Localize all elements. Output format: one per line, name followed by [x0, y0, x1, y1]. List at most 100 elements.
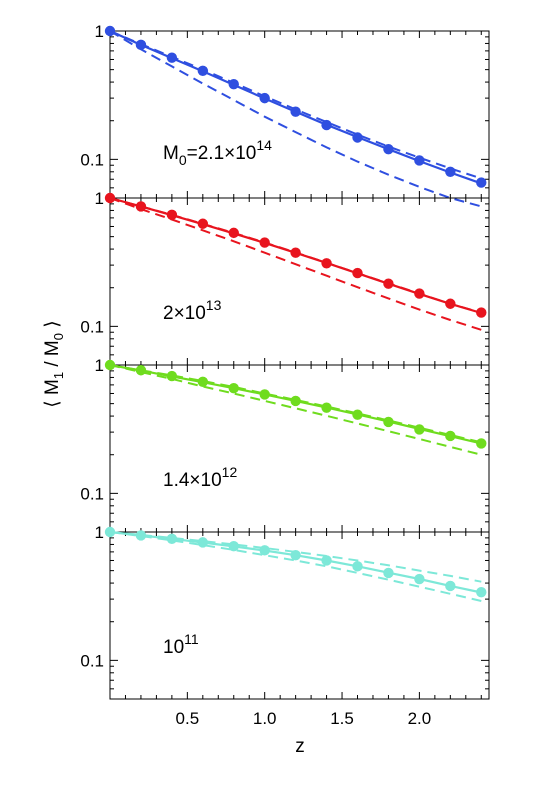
panel-frame	[109, 531, 490, 700]
x-axis-title: z	[295, 736, 305, 757]
chart-panel-1: 1 0.1 M0=2.1×1014	[80, 22, 490, 208]
y-tick-label: 0.1	[80, 317, 104, 336]
panel-label-base: M	[163, 143, 179, 164]
panel-label: 1.4×1012	[163, 464, 237, 491]
panel-label: 2×1013	[163, 297, 222, 324]
data-point	[166, 52, 178, 63]
y-axis-title-mid: / M	[42, 340, 63, 372]
data-point	[166, 370, 178, 382]
y-tick-label: 1	[95, 22, 104, 41]
data-point	[476, 438, 487, 449]
panel-label: 1011	[163, 631, 199, 658]
data-point	[290, 395, 301, 407]
panel-label-sup: 11	[184, 631, 199, 647]
data-point	[383, 416, 394, 428]
data-point	[290, 106, 301, 117]
data-point	[383, 143, 394, 155]
series-dashed-upper	[109, 531, 482, 583]
data-point	[259, 545, 270, 556]
data-point	[476, 307, 487, 318]
data-point	[476, 586, 487, 598]
panel-label-mid: =2.1×10	[187, 143, 257, 164]
chart-panel-2: 1 0.1 2×1013	[80, 189, 490, 366]
data-point	[259, 237, 270, 248]
panel-label-sup: 14	[256, 137, 272, 153]
y-tick-label: 1	[95, 189, 104, 208]
panel-label-sup: 13	[206, 297, 222, 313]
data-point	[352, 409, 363, 420]
data-point	[228, 227, 239, 239]
data-point	[228, 382, 239, 394]
data-point	[135, 201, 147, 212]
y-axis-title: ⟨ M1 / M0 ⟩	[42, 320, 66, 407]
data-point	[352, 267, 363, 279]
data-point	[476, 177, 487, 188]
panel-label-sub: 0	[179, 152, 187, 168]
chart-panels: 1 0.1 M0=2.1×1014 1 0.1 2×1013 1 0.1 1.4×1012 1 0.…	[80, 22, 490, 700]
data-point	[352, 561, 363, 572]
data-point	[197, 218, 209, 229]
data-point	[104, 192, 116, 204]
data-point	[135, 365, 147, 376]
chart-panel-3: 1 0.1 1.4×1012	[80, 356, 490, 533]
y-axis-title-sub2: 0	[51, 333, 66, 340]
data-point	[197, 537, 209, 548]
data-point	[321, 555, 332, 566]
x-tick-labels: 0.5 1.0 1.5 2.0	[176, 709, 432, 728]
data-point	[166, 533, 178, 545]
data-point	[228, 79, 239, 90]
y-axis-title-open: ⟨ M	[42, 379, 63, 408]
y-tick-label: 1	[95, 356, 104, 375]
data-point	[414, 288, 425, 299]
data-point	[414, 155, 425, 166]
data-point	[259, 389, 270, 400]
x-tick-label: 2.0	[408, 709, 432, 728]
data-point	[290, 247, 301, 258]
panel-label: M0=2.1×1014	[163, 137, 272, 168]
x-tick-label: 1.0	[253, 709, 277, 728]
data-point	[414, 573, 425, 585]
y-tick-label: 0.1	[80, 484, 104, 503]
data-point	[135, 39, 147, 51]
series-dashed-lower	[109, 30, 482, 208]
x-tick-label: 1.5	[330, 709, 354, 728]
y-tick-label: 0.1	[80, 651, 104, 670]
panel-label-sup: 12	[222, 464, 238, 480]
data-point	[166, 209, 178, 220]
data-point	[104, 359, 116, 371]
x-tick-label: 0.5	[176, 709, 200, 728]
data-point	[383, 278, 394, 289]
y-axis-title-sub1: 1	[51, 372, 66, 379]
data-point	[321, 258, 332, 269]
data-point	[383, 567, 394, 579]
series-dashed-lower	[109, 364, 482, 456]
series-dashed-lower	[109, 531, 482, 602]
panel-frame	[109, 197, 490, 366]
panel-label-base: 2×10	[163, 303, 206, 324]
y-tick-label: 1	[95, 523, 104, 542]
data-point	[228, 541, 239, 552]
data-point	[197, 376, 209, 387]
data-point	[259, 92, 270, 104]
y-tick-label: 0.1	[80, 150, 104, 169]
data-point	[445, 298, 456, 309]
data-point	[445, 580, 456, 592]
data-point	[445, 430, 456, 442]
panel-frame	[109, 364, 490, 533]
data-point	[445, 166, 456, 177]
data-point	[321, 402, 332, 413]
data-point	[104, 25, 116, 37]
data-point	[135, 530, 147, 541]
data-point	[104, 526, 116, 538]
data-point	[414, 424, 425, 435]
data-point	[352, 132, 363, 143]
data-point	[290, 549, 301, 561]
data-point	[321, 119, 332, 131]
panel-label-base: 1.4×10	[163, 470, 222, 491]
chart-panel-4: 1 0.1 1011	[80, 523, 490, 700]
panel-label-base: 10	[163, 637, 184, 658]
series-solid-line	[109, 530, 482, 594]
data-point	[197, 65, 209, 76]
y-axis-title-close: ⟩	[42, 320, 63, 333]
